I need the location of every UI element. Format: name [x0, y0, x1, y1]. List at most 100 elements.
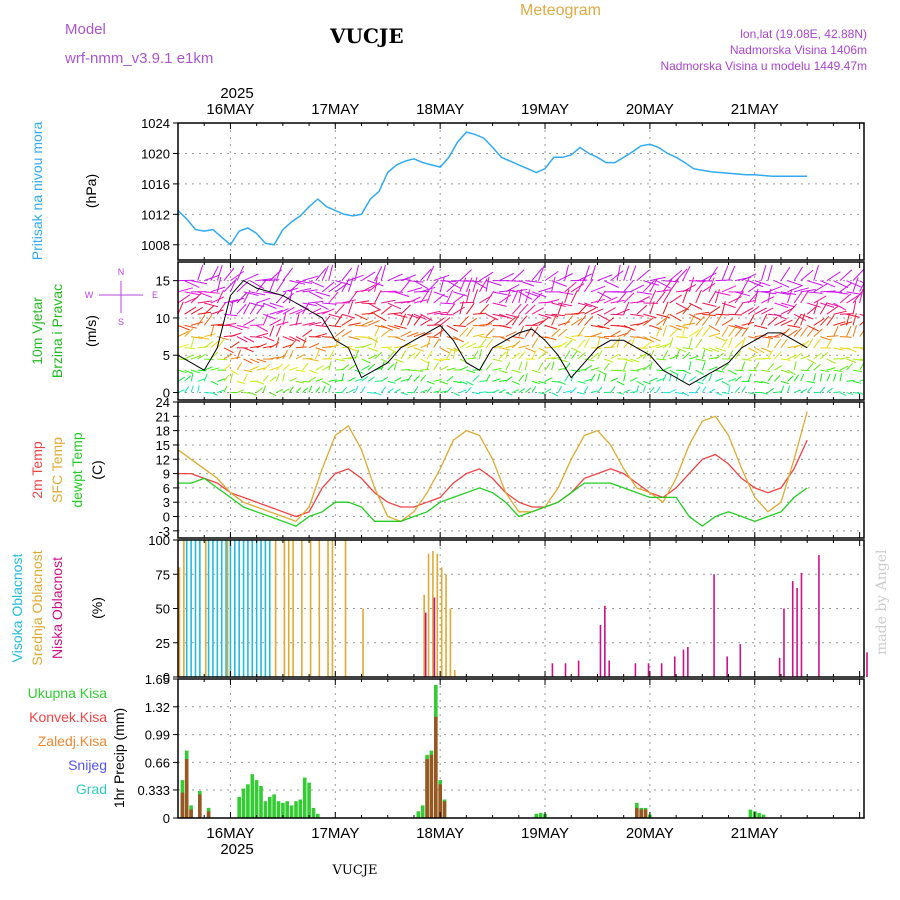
wind-arrow: [413, 280, 429, 290]
wind-arrow: [767, 285, 783, 293]
wind-arrow: [472, 324, 486, 327]
wind-arrow: [695, 326, 704, 337]
wind-arrow: [761, 296, 775, 304]
wind-arrow: [571, 334, 583, 338]
wind-arrow: [761, 307, 774, 315]
wind-arrow: [813, 265, 820, 281]
wind-arrow: [839, 392, 847, 397]
wind-arrow: [800, 355, 811, 360]
wind-arrow: [584, 307, 597, 315]
wind-arrow: [649, 386, 655, 393]
wind-arrow: [846, 294, 859, 304]
wind-arrow: [407, 287, 423, 293]
wind-arrow: [767, 316, 778, 326]
wind-arrow: [708, 306, 721, 315]
wind-arrow: [669, 324, 682, 331]
wind-arrow: [492, 358, 503, 362]
wind-arrow: [210, 367, 220, 371]
wind-arrow: [361, 376, 369, 382]
wind-arrow: [439, 380, 448, 385]
wind-arrow: [688, 302, 703, 310]
wind-arrow: [394, 324, 407, 329]
wind-arrow: [793, 374, 800, 382]
wind-arrow: [400, 378, 409, 382]
wind-arrow: [820, 336, 832, 341]
wind-arrow: [728, 378, 737, 382]
wind-arrow: [826, 358, 836, 364]
wind-unit: (m/s): [83, 315, 99, 347]
wind-arrow: [505, 313, 519, 318]
wind-arrow: [688, 313, 702, 321]
wind-arrow: [623, 339, 632, 349]
wind-arrow: [787, 289, 793, 304]
wind-arrow: [793, 389, 801, 394]
wind-arrow: [754, 307, 767, 315]
wind-arrow: [518, 303, 529, 315]
wind-arrow: [406, 374, 413, 382]
wind-arrow: [839, 356, 850, 360]
wind-arrow: [275, 373, 280, 382]
wind-arrow: [839, 321, 853, 326]
wind-arrow: [813, 338, 821, 349]
wind-arrow: [590, 367, 600, 371]
wind-arrow: [538, 392, 546, 395]
wind-arrow: [832, 373, 837, 382]
wind-arrow: [204, 291, 220, 294]
y-tick-label: 1008: [141, 238, 170, 253]
wind-arrow: [780, 307, 794, 315]
wind-arrow: [492, 378, 501, 382]
wind-arrow: [361, 365, 370, 371]
wind-arrow: [701, 315, 711, 326]
wind-arrow: [761, 369, 771, 373]
wind-arrow: [492, 302, 507, 307]
wind-arrow: [630, 313, 644, 317]
wind-arrow: [178, 294, 191, 304]
wind-arrow: [420, 313, 433, 322]
wind-arrow: [774, 331, 786, 338]
wind-arrow: [204, 358, 215, 361]
wind-arrow: [387, 324, 400, 330]
wind-arrow: [256, 343, 267, 349]
wind-arrow: [302, 275, 319, 282]
wind-arrow: [452, 349, 456, 360]
wind-arrow: [322, 345, 333, 349]
wind-arrow: [623, 373, 626, 382]
wind-arrow: [728, 313, 743, 316]
wind-arrow: [190, 385, 194, 393]
wind-arrow: [295, 369, 305, 372]
wind-arrow: [269, 277, 276, 293]
precip-bar: [635, 807, 639, 818]
wind-arrow: [702, 347, 713, 352]
wind-arrow: [617, 369, 627, 372]
wind-arrow: [721, 363, 729, 371]
wind-arrow: [269, 309, 283, 315]
wind-arrow: [334, 303, 345, 315]
wind-arrow: [701, 374, 708, 382]
wind-arrow: [689, 355, 699, 360]
wind-arrow: [538, 313, 552, 319]
wind-arrow: [466, 357, 477, 360]
wind-arrow: [780, 291, 797, 295]
wind-arrow: [361, 271, 376, 282]
wind-arrow: [400, 369, 410, 371]
wind-arrow: [295, 353, 305, 360]
wind-arrow: [440, 358, 451, 361]
y-tick-label: 1016: [141, 177, 170, 192]
wind-arrow: [184, 347, 196, 350]
wind-arrow: [564, 336, 576, 341]
wind-arrow: [531, 307, 544, 315]
wind-arrow: [479, 303, 489, 315]
wind-arrow: [649, 278, 658, 293]
precip-bar: [438, 784, 442, 818]
wind-arrow: [302, 387, 309, 393]
wind-arrow: [859, 281, 864, 293]
wind-arrow: [374, 325, 380, 337]
wind-arrow: [295, 288, 312, 293]
wind-arrow: [485, 374, 491, 382]
wind-arrow: [833, 280, 849, 289]
wind-arrow: [577, 315, 587, 326]
wind-arrow: [197, 291, 213, 298]
wind-arrow: [675, 347, 687, 353]
wind-arrow: [544, 336, 557, 341]
wind-arrow: [859, 320, 864, 326]
